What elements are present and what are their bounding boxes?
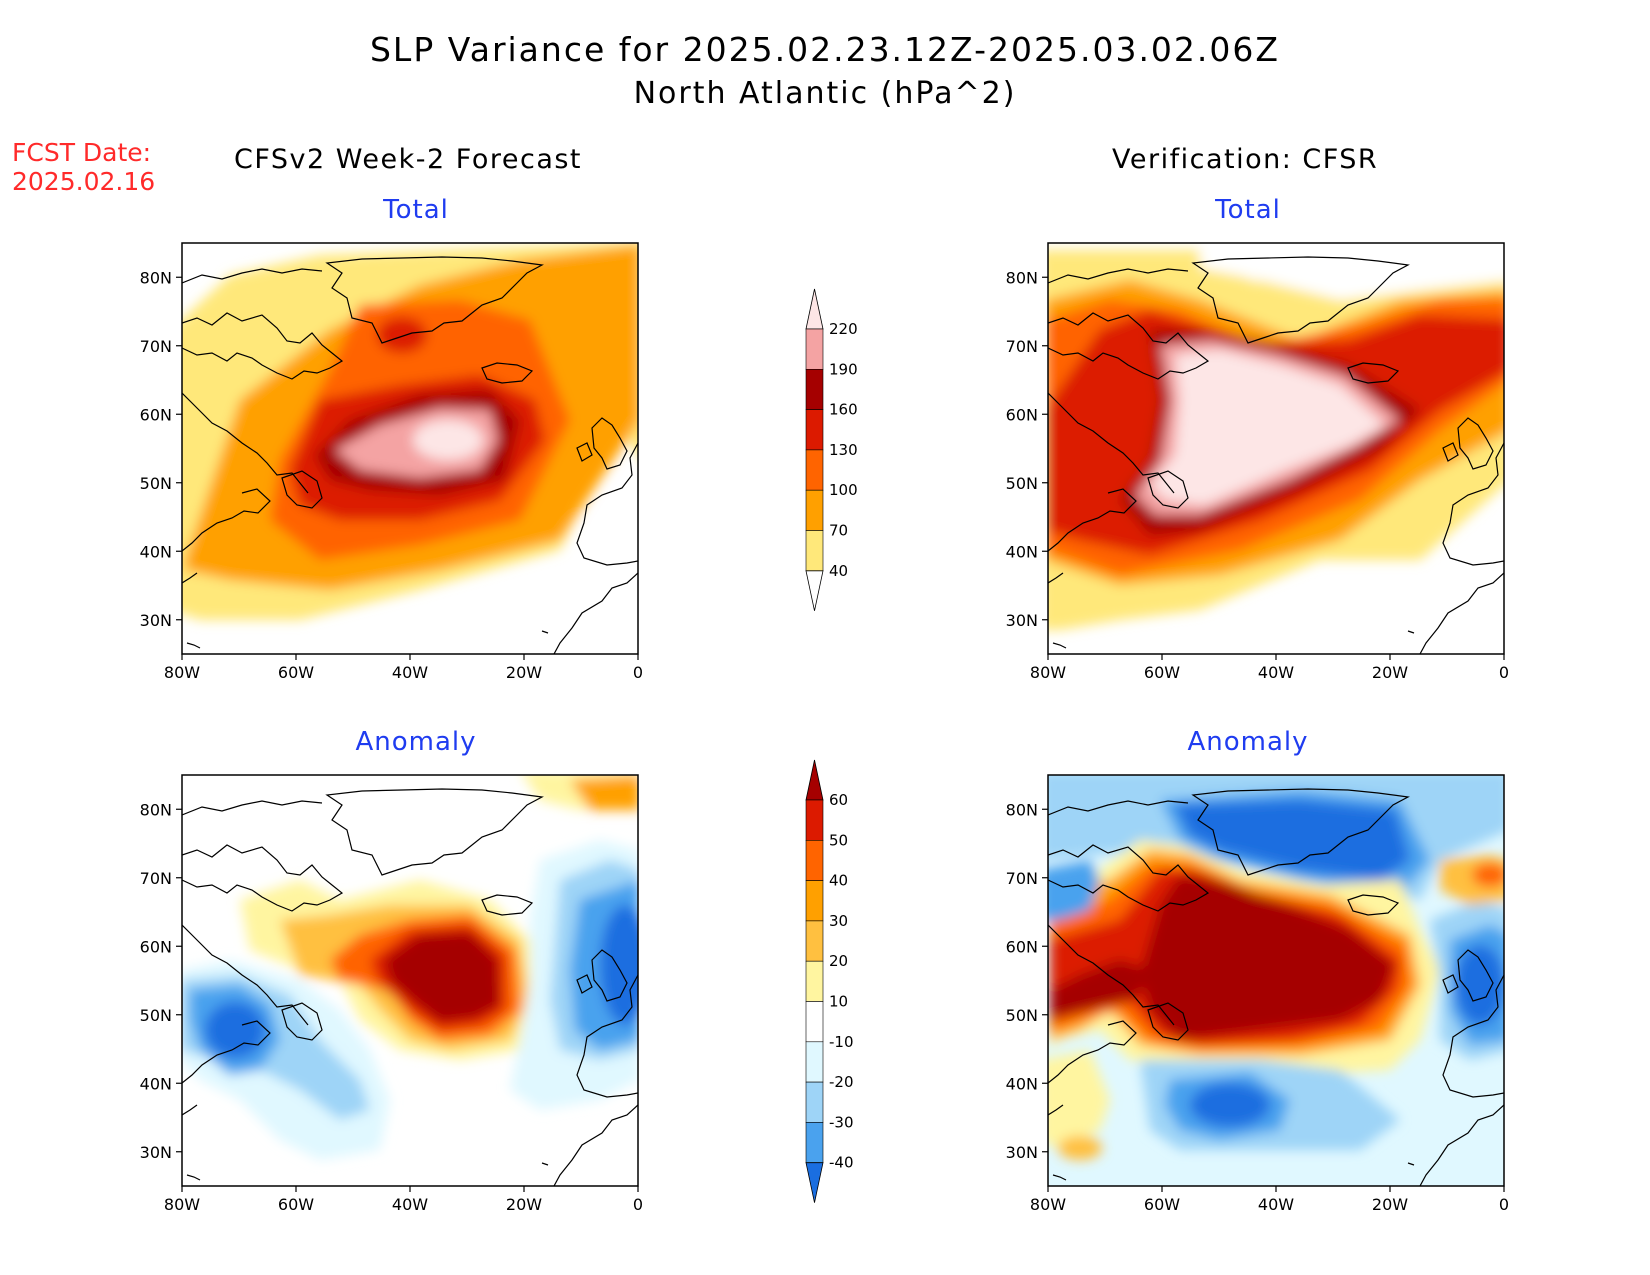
lat-tick-label: 30N [140,1143,172,1162]
colorbar-label: 40 [829,872,848,890]
lat-tick-label: 60N [140,405,172,424]
forecast-date-value: 2025.02.16 [12,167,156,196]
colorbar-segment [805,409,824,451]
lon-tick-label: 40W [1258,1195,1294,1214]
colorbar-segment [805,920,824,962]
colorbar-total: 220 190 160 130 100 70 40 [805,288,858,611]
chart-subtitle: North Atlantic (hPa^2) [633,76,1017,111]
panel-title-verification-total: Total [1215,195,1281,225]
colorbar-segment [805,489,824,531]
lat-tick-label: 80N [140,800,172,819]
lat-tick-label: 50N [140,1006,172,1025]
lat-tick-label: 70N [140,337,172,356]
colorbar-label: 100 [829,481,858,499]
colorbar-segment [805,368,824,410]
chart-title: SLP Variance for 2025.02.23.12Z-2025.03.… [369,30,1281,69]
lat-tick-label: 40N [140,1074,172,1093]
colorbar-label: 160 [829,401,858,419]
lon-tick-label: 80W [1030,1195,1066,1214]
lon-tick-label: 60W [278,663,314,682]
lon-tick-label: 20W [506,663,542,682]
lon-tick-label: 80W [1030,663,1066,682]
lon-tick-label: 80W [164,1195,200,1214]
colorbar-label: 50 [829,831,848,849]
colorbar-label: -30 [829,1113,854,1131]
lat-tick-label: 50N [1006,1006,1038,1025]
lon-tick-label: 80W [164,663,200,682]
lat-tick-label: 50N [140,474,172,493]
lon-tick-label: 20W [506,1195,542,1214]
lon-tick-label: 40W [1258,663,1294,682]
lat-tick-label: 70N [140,869,172,888]
lon-tick-label: 0 [1499,1195,1509,1214]
colorbar-segment [805,1122,824,1164]
lat-tick-label: 30N [140,611,172,630]
colorbar-arrow-top [805,759,824,801]
lat-tick-label: 30N [1006,611,1038,630]
colorbar-label: 60 [829,791,848,809]
panel-title-verification-anomaly: Anomaly [1187,727,1309,757]
lon-tick-label: 0 [1499,663,1509,682]
colorbar-segment [805,1081,824,1123]
colorbar-anomaly: 60 50 40 30 20 10 -10 -20 -30 -40 [805,759,854,1203]
map-forecast-anomaly [182,775,638,1186]
colorbar-segment [805,449,824,491]
colorbar-label: 40 [829,562,848,580]
colorbar-label: -40 [829,1154,854,1172]
colorbar-arrow-bottom [805,570,824,611]
colorbar-segment [805,530,824,572]
colorbar-segment [805,1041,824,1083]
colorbar-label: 30 [829,912,848,930]
colorbar-label: -20 [829,1073,854,1091]
lat-tick-label: 40N [1006,1074,1038,1093]
lon-tick-label: 0 [633,1195,643,1214]
forecast-date-label: FCST Date: [12,138,152,167]
colorbar-arrow-bottom [805,1162,824,1203]
colorbar-segment [805,880,824,922]
colorbar-segment [805,328,824,370]
panel-title-forecast-anomaly: Anomaly [355,727,477,757]
colorbar-label: 10 [829,993,848,1011]
colorbar-arrow-top [805,288,824,330]
column-title-forecast: CFSv2 Week-2 Forecast [234,144,583,175]
lat-tick-label: 70N [1006,869,1038,888]
lat-tick-label: 40N [140,542,172,561]
lon-tick-label: 0 [633,663,643,682]
colorbar-label: 70 [829,522,848,540]
colorbar-segment [805,839,824,881]
lon-tick-label: 40W [392,1195,428,1214]
lat-tick-label: 40N [1006,542,1038,561]
colorbar-label: -10 [829,1033,854,1051]
colorbar-label: 130 [829,441,858,459]
lat-tick-label: 70N [1006,337,1038,356]
map-verification-total [1048,243,1504,654]
column-title-verification: Verification: CFSR [1112,144,1379,175]
panel-title-forecast-total: Total [383,195,449,225]
lon-tick-label: 60W [278,1195,314,1214]
lat-tick-label: 30N [1006,1143,1038,1162]
forecast-date: FCST Date: 2025.02.16 [12,138,155,196]
map-verification-anomaly [1048,775,1504,1186]
lat-tick-label: 60N [1006,937,1038,956]
colorbar-label: 190 [829,360,858,378]
lat-tick-label: 50N [1006,474,1038,493]
colorbar-segment [805,1001,824,1043]
lon-tick-label: 60W [1144,1195,1180,1214]
map-forecast-total [182,243,638,654]
lat-tick-label: 80N [1006,268,1038,287]
lat-tick-label: 80N [1006,800,1038,819]
colorbar-segment [805,960,824,1002]
lon-tick-label: 20W [1372,663,1408,682]
axes-layer: 80N 70N 60N 50N 40N 30N 80W 60W 40W 20W 0 80N 70N 60N… [140,268,1509,1214]
lon-tick-label: 20W [1372,1195,1408,1214]
lon-tick-label: 40W [392,663,428,682]
lon-tick-label: 60W [1144,663,1180,682]
colorbar-label: 20 [829,952,848,970]
colorbar-segment [805,799,824,841]
colorbar-label: 220 [829,320,858,338]
lat-tick-label: 80N [140,268,172,287]
lat-tick-label: 60N [140,937,172,956]
lat-tick-label: 60N [1006,405,1038,424]
